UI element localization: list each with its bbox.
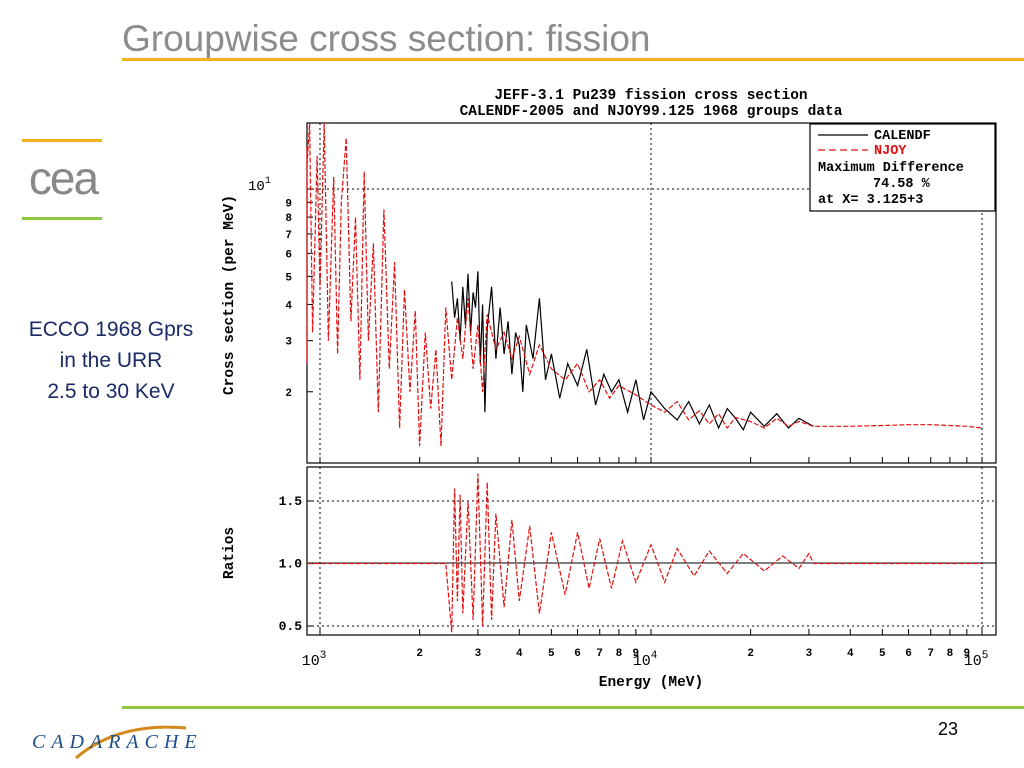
- x-major-label-base: 10: [302, 653, 320, 670]
- slide-title: Groupwise cross section: fission: [122, 18, 651, 59]
- x-major-label: 104: [633, 650, 658, 670]
- title-underline: [122, 58, 1024, 61]
- ratio-line-njoy: [307, 473, 982, 633]
- x-tick-label: 8: [947, 648, 954, 660]
- top-y-major-label: 101: [248, 176, 271, 195]
- top-y-axis: 2 3 4 5 6 7 8 9: [285, 188, 313, 400]
- side-note: ECCO 1968 Gprs in the URR 2.5 to 30 KeV: [6, 314, 216, 407]
- top-y-tick-label: 9: [285, 198, 292, 210]
- legend-note-value: 74.58 %: [873, 177, 931, 192]
- x-tick-label: 5: [879, 648, 886, 660]
- top-y-tick-label: 3: [285, 337, 292, 349]
- cadarache-logo-swoosh: [75, 725, 187, 760]
- x-axis-label: Energy (MeV): [599, 675, 703, 691]
- bottom-y-axis: 0.5 1.0 1.5: [279, 494, 313, 634]
- top-plot-series: [306, 122, 983, 447]
- legend-label-calendf: CALENDF: [874, 129, 931, 144]
- bottom-y-axis-label: Ratios: [222, 527, 238, 579]
- side-note-line: in the URR: [59, 349, 163, 372]
- top-y-tick-label: 7: [285, 230, 292, 242]
- logo-accent-line-top: [22, 139, 102, 142]
- legend-label-njoy: NJOY: [874, 144, 907, 159]
- series-line-njoy: [306, 122, 983, 447]
- x-major-label: 103: [302, 650, 327, 670]
- chart-figure: JEFF-3.1 Pu239 fission cross section CAL…: [222, 88, 997, 691]
- cea-logo: cea: [29, 152, 102, 204]
- x-tick-label: 2: [747, 648, 754, 660]
- x-tick-label: 9: [633, 648, 640, 660]
- top-y-major-base: 10: [248, 179, 265, 195]
- legend-note-max-diff: Maximum Difference: [818, 161, 964, 176]
- x-tick-label: 6: [574, 648, 581, 660]
- bottom-plot-series: [307, 473, 982, 633]
- side-note-line: ECCO 1968 Gprs: [28, 318, 194, 341]
- x-major-label-exp: 3: [320, 650, 327, 662]
- legend-note-at-x: at X= 3.125+3: [818, 193, 923, 208]
- top-y-tick-label: 4: [285, 300, 292, 312]
- x-major-label-exp: 5: [982, 650, 989, 662]
- x-tick-label: 8: [616, 648, 623, 660]
- bottom-y-tick-label: 1.0: [279, 557, 303, 572]
- x-major-label: 105: [964, 650, 989, 670]
- x-tick-label: 9: [964, 648, 971, 660]
- logo-accent-line-bottom: [22, 217, 102, 220]
- top-y-major-exp: 1: [265, 176, 271, 187]
- x-tick-label: 7: [927, 648, 934, 660]
- chart-title-line-1: JEFF-3.1 Pu239 fission cross section: [494, 88, 807, 104]
- x-tick-label: 4: [847, 648, 854, 660]
- bottom-panel-frame: [306, 466, 997, 636]
- top-y-axis-label: Cross section (per MeV): [222, 195, 238, 395]
- legend-box: [809, 123, 996, 212]
- x-tick-label: 5: [548, 648, 555, 660]
- side-note-line: 2.5 to 30 KeV: [47, 380, 175, 403]
- x-tick-label: 3: [806, 648, 813, 660]
- footer-rule: [122, 706, 1024, 709]
- cea-logo-text: cea: [29, 152, 100, 204]
- x-major-label-exp: 4: [651, 650, 658, 662]
- top-y-tick-label: 5: [285, 272, 292, 284]
- x-tick-label: 7: [596, 648, 603, 660]
- chart-title-line-2: CALENDF-2005 and NJOY99.125 1968 groups …: [460, 104, 843, 120]
- x-tick-label: 4: [516, 648, 523, 660]
- series-line-calendf: [451, 271, 814, 431]
- x-tick-label: 2: [416, 648, 423, 660]
- x-tick-label: 6: [905, 648, 912, 660]
- x-tick-label: 3: [475, 648, 482, 660]
- page-number: 23: [938, 719, 959, 739]
- top-y-tick-label: 2: [285, 388, 292, 400]
- cadarache-logo-text: CADARACHE: [32, 731, 203, 753]
- x-major-label-base: 10: [964, 653, 982, 670]
- bottom-y-tick-label: 1.5: [279, 494, 303, 509]
- cadarache-logo: CADARACHE: [32, 725, 203, 760]
- x-major-label-base: 10: [633, 653, 651, 670]
- chart-legend: CALENDF NJOY Maximum Difference 74.58 % …: [809, 123, 996, 212]
- top-y-tick-label: 8: [285, 213, 292, 225]
- top-y-tick-label: 6: [285, 249, 292, 261]
- bottom-y-tick-label: 0.5: [279, 619, 303, 634]
